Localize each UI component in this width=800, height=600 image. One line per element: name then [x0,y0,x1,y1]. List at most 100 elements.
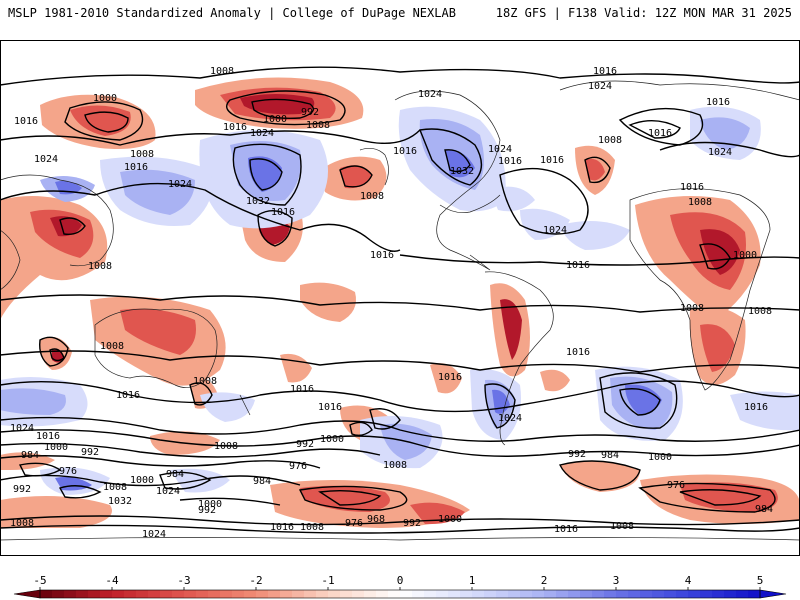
isobar-label: 1016 [566,260,590,271]
legend-color-segment [184,590,197,598]
isobar-label: 1016 [116,390,140,401]
pos-faint-anomaly-area [730,391,800,431]
isobar-label: 1024 [156,486,180,497]
isobar-label: 992 [198,505,216,516]
isobar-label: 1000 [44,442,68,453]
isobar-label: 1024 [588,81,612,92]
isobar-label: 1000 [733,250,757,261]
legend-tick-label: -5 [33,574,46,587]
legend-max-arrow [759,589,787,599]
legend-color-segment [676,590,689,598]
isobar-label: 1016 [498,156,522,167]
isobar-label: 1008 [88,261,112,272]
header: MSLP 1981-2010 Standardized Anomaly | Co… [0,0,800,28]
legend-color-segment [664,590,677,598]
isobar-label: 1008 [598,135,622,146]
isobar-label: 1008 [130,149,154,160]
legend-color-segment [448,590,461,598]
legend-color-segment [52,590,65,598]
isobar-label: 1000 [320,434,344,445]
isobar-label: 1024 [488,144,512,155]
legend-color-segment [520,590,533,598]
isobar-label: 1016 [36,431,60,442]
legend-color-segment [436,590,449,598]
isobar-label: 968 [367,514,385,525]
legend-color-segment [364,590,377,598]
legend-colorbar [13,589,787,599]
neg-mid-anomaly-area [700,324,735,372]
legend-color-segment [532,590,545,598]
isobar-label: 1008 [100,341,124,352]
neg-dark-anomaly-area [50,216,82,237]
isobar-label: 1008 [383,460,407,471]
isobar-label: 1016 [593,66,617,77]
isobar-label: 1008 [360,191,384,202]
pos-light-anomaly-area [120,169,195,215]
isobar-label: 1008 [680,303,704,314]
isobar-label: 1016 [270,522,294,533]
legend-tick-label: 3 [613,574,620,587]
neg-mid-anomaly-area [410,502,465,525]
isobar-label: 1008 [210,66,234,77]
legend-color-segment [244,590,257,598]
pos-mid-anomaly-area [625,384,662,415]
legend-color-segment [388,590,401,598]
legend-color-segment [220,590,233,598]
isobar-label: 976 [667,480,685,491]
legend-color-segment [556,590,569,598]
legend-color-segment [340,590,353,598]
legend-color-segment [208,590,221,598]
isobar-label: 1016 [566,347,590,358]
legend-color-segment [472,590,485,598]
isobar-label: 1016 [370,250,394,261]
legend-color-segment [508,590,521,598]
pos-faint-anomaly-area [200,392,255,422]
neg-mid-anomaly-area [340,165,372,189]
legend-color-segment [100,590,113,598]
legend-color-segment [328,590,341,598]
isobar-label: 1000 [438,514,462,525]
isobar-label: 1008 [214,441,238,452]
isobar-label: 1016 [554,524,578,535]
neg-light-anomaly-area [280,353,312,383]
isobar-label: 1024 [34,154,58,165]
legend-color-segment [64,590,77,598]
isobar-label: 1032 [246,196,270,207]
legend-color-segment [196,590,209,598]
isobar-label: 1000 [130,475,154,486]
isobar-label: 1032 [450,166,474,177]
legend-color-segment [40,590,53,598]
isobar-label: 1016 [706,97,730,108]
legend-color-segment [280,590,293,598]
legend-color-segment [232,590,245,598]
legend-color-segment [568,590,581,598]
legend-tick-label: 5 [757,574,764,587]
legend-color-segment [292,590,305,598]
legend-color-segment [172,590,185,598]
legend-color-segment [316,590,329,598]
legend-color-segment [352,590,365,598]
isobar-label: 1000 [93,93,117,104]
coastlines [0,80,800,541]
legend-color-segment [604,590,617,598]
isobar-label: 1024 [142,529,166,540]
legend-color-segment [460,590,473,598]
isobar-label: 984 [21,450,39,461]
isobar-label: 984 [166,469,184,480]
isobar-label: 1016 [318,402,342,413]
isobar-label: 1016 [680,182,704,193]
isobar-label: 992 [301,107,319,118]
isobar-label: 992 [296,439,314,450]
legend-tick-label: -3 [177,574,190,587]
isobar-label: 1016 [124,162,148,173]
legend-tick-label: -2 [249,574,262,587]
pos-faint-anomaly-area [560,221,630,250]
isobar-label: 992 [403,518,421,529]
legend-color-segment [748,590,761,598]
pos-faint-anomaly-area [490,186,535,212]
positive-anomaly-shading [0,106,800,495]
isobar-label: 1016 [290,384,314,395]
legend-color-segment [712,590,725,598]
isobar-label: 1024 [418,89,442,100]
isobar-label: 1024 [10,423,34,434]
